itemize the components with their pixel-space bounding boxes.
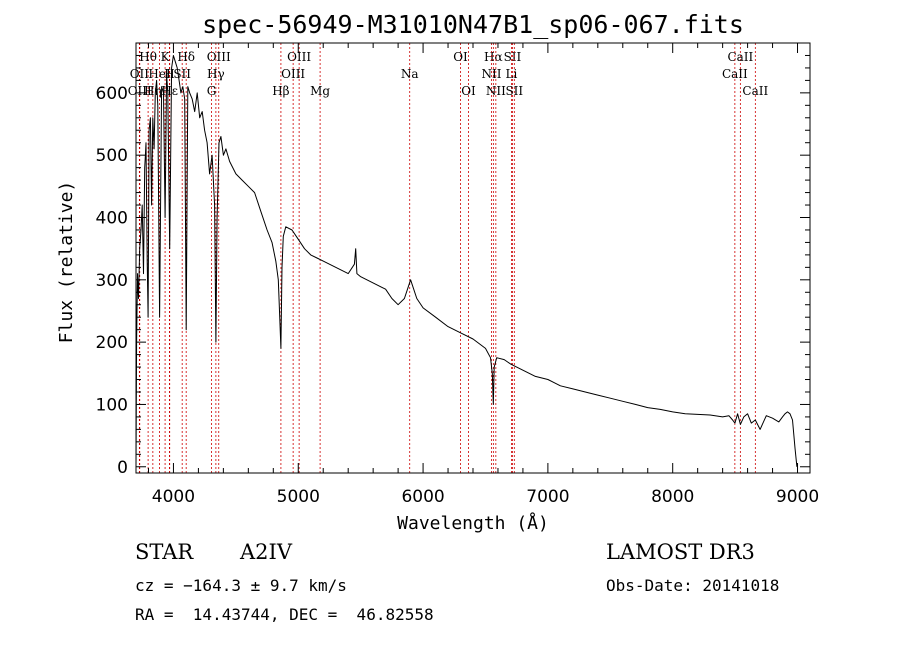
spectral-line-label: OIII	[281, 67, 305, 81]
y-axis-label: Flux (relative)	[56, 181, 77, 344]
spectral-line-label: Hη	[144, 84, 162, 98]
spectral-line-label: Hθ	[139, 50, 157, 64]
spectrum-line	[135, 55, 798, 467]
y-tick-label: 200	[96, 333, 128, 353]
spectral-line-label: Li	[506, 67, 518, 81]
spectral-line-label: OI	[461, 84, 476, 98]
spectral-line-label: Hα	[484, 50, 503, 64]
object-subclass: A2IV	[240, 540, 292, 564]
observation-date: Obs-Date: 20141018	[606, 576, 780, 595]
spectral-line-label: Hβ	[272, 84, 289, 98]
spectral-line-label: HeI	[148, 67, 171, 81]
x-tick-label: 7000	[526, 487, 569, 507]
x-tick-label: 6000	[401, 487, 444, 507]
spectral-line-label: CaII	[727, 50, 753, 64]
y-tick-label: 400	[96, 208, 128, 228]
spectral-line-label: CaII	[722, 67, 748, 81]
spectral-line-label: OIII	[207, 50, 231, 64]
spectral-line-label: OI	[453, 50, 468, 64]
spectral-line-label: CaII	[742, 84, 768, 98]
spectral-line-label: OII	[130, 67, 150, 81]
spectral-line-label: NII	[481, 67, 501, 81]
spectral-line-label: K	[161, 50, 171, 64]
y-tick-label: 0	[117, 458, 128, 478]
spectral-line-label: Hδ	[177, 50, 195, 64]
spectral-line-label: SII	[504, 50, 522, 64]
spectral-line-label: SII	[505, 84, 523, 98]
ra-dec-coordinates: RA = 14.43744, DEC = 46.82558	[135, 605, 434, 624]
x-tick-label: 5000	[277, 487, 320, 507]
x-tick-label: 8000	[651, 487, 694, 507]
axis-ticks: 4000 5000 6000 7000 8000 9000 0 100 200 300 400 500…	[96, 43, 819, 507]
y-tick-label: 600	[96, 84, 128, 104]
spectral-line-label: G	[207, 84, 217, 98]
spectral-line-label: Hε	[161, 84, 178, 98]
x-tick-label: 4000	[152, 487, 195, 507]
spectrum-series	[135, 55, 798, 467]
object-class: STAR	[135, 540, 194, 564]
plot-frame	[135, 42, 811, 474]
spectral-line-label: OIII	[287, 50, 311, 64]
y-tick-label: 300	[96, 271, 128, 291]
spectral-line-label: H	[164, 67, 174, 81]
x-axis-label: Wavelength (Å)	[397, 512, 549, 534]
y-tick-label: 100	[96, 395, 128, 415]
spectral-line-label: Mg	[310, 84, 330, 98]
survey-name: LAMOST DR3	[606, 540, 755, 564]
spectral-line-label: Hγ	[207, 67, 225, 81]
spectral-line-label: Na	[401, 67, 419, 81]
spectral-line-label: OIII	[128, 84, 152, 98]
redshift-velocity: cz = −164.3 ± 9.7 km/s	[135, 576, 347, 595]
spectral-line-label: SII	[173, 67, 191, 81]
x-tick-label: 9000	[776, 487, 819, 507]
chart-title: spec-56949-M31010N47B1_sp06-067.fits	[202, 10, 744, 39]
y-tick-label: 500	[96, 146, 128, 166]
spectral-line-label: NII	[486, 84, 506, 98]
